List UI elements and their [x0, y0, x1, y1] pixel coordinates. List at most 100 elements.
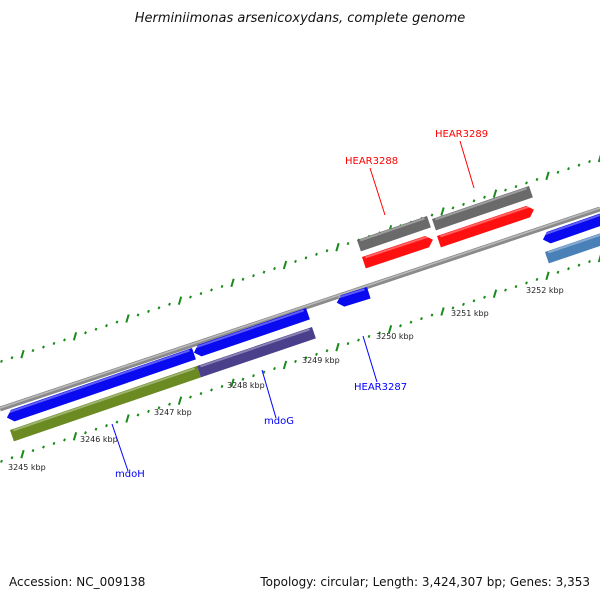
gene-mdoG-highlight [195, 309, 304, 349]
minor-tick [31, 449, 35, 453]
gene-label-HEAR3289[interactable]: HEAR3289 [435, 129, 488, 140]
minor-tick [84, 331, 87, 335]
genome-summary: Topology: circular; Length: 3,424,307 bp… [260, 575, 590, 589]
feature-HEAR3288-gray-highlight [359, 217, 425, 242]
cds-right-highlight [548, 233, 600, 254]
gene-label-mdoH[interactable]: mdoH [115, 469, 145, 480]
major-tick [230, 378, 235, 388]
minor-tick [252, 274, 255, 278]
major-tick [387, 325, 393, 334]
genome-backbone [0, 206, 600, 412]
major-tick [335, 242, 340, 252]
minor-tick [577, 263, 581, 267]
tick-label: 3250 kbp [376, 332, 414, 341]
minor-tick [94, 427, 98, 431]
gene-right-highlight [543, 214, 600, 236]
gene-label-mdoG[interactable]: mdoG [264, 416, 294, 427]
minor-tick [535, 277, 539, 281]
cds-mdoH-highlight [13, 367, 195, 432]
minor-tick [588, 259, 591, 264]
tick-label: 3246 kbp [80, 435, 118, 444]
minor-tick [535, 177, 539, 181]
cds-HEAR3288[interactable] [362, 235, 433, 269]
minor-tick [315, 252, 318, 256]
map-title: Herminiimonas arsenicoxydans, complete g… [134, 11, 466, 26]
cds-mdoG[interactable] [197, 327, 316, 378]
major-tick [20, 349, 25, 359]
minor-tick [189, 395, 192, 399]
cds-mdoG-highlight [200, 328, 310, 368]
cds-HEAR3289[interactable] [437, 205, 534, 248]
major-tick [20, 449, 25, 459]
minor-tick [367, 334, 371, 339]
major-tick [597, 154, 600, 163]
minor-tick [220, 384, 224, 388]
tick-label: 3249 kbp [302, 356, 340, 365]
gene-label-HEAR3288[interactable]: HEAR3288 [345, 156, 398, 167]
accession-label: Accession: NC_009138 [9, 575, 146, 589]
minor-tick [556, 270, 560, 274]
minor-tick [567, 267, 570, 271]
tick-label: 3247 kbp [154, 408, 192, 417]
minor-tick [588, 159, 591, 164]
leader-line [362, 335, 378, 383]
minor-tick [472, 199, 476, 203]
feature-HEAR3289-gray[interactable] [432, 186, 533, 231]
minor-tick [346, 342, 350, 346]
minor-tick [315, 352, 318, 356]
minor-tick [273, 266, 276, 271]
minor-tick [409, 320, 413, 324]
minor-tick [378, 331, 381, 335]
minor-tick [115, 320, 119, 324]
minor-tick [346, 242, 350, 246]
minor-tick [31, 349, 35, 353]
minor-tick [42, 445, 45, 449]
genome-backbone-highlight [0, 207, 600, 409]
feature-HEAR3288-gray[interactable] [357, 216, 431, 252]
gene-mdoH[interactable] [6, 348, 196, 422]
minor-tick [294, 259, 297, 264]
tick-label: 3251 kbp [451, 309, 489, 318]
tick-label: 3248 kbp [227, 381, 265, 390]
minor-tick [189, 295, 192, 299]
minor-tick [147, 409, 150, 413]
minor-tick [210, 388, 213, 392]
minor-tick [462, 302, 465, 306]
minor-tick [514, 284, 518, 289]
gene-mdoG[interactable] [193, 308, 310, 357]
minor-tick [136, 413, 140, 417]
minor-tick [273, 366, 276, 371]
minor-tick [105, 424, 108, 428]
minor-tick [325, 349, 329, 353]
minor-tick [504, 188, 507, 192]
cds-right[interactable] [545, 230, 600, 264]
minor-tick [262, 270, 266, 274]
minor-tick [399, 324, 402, 328]
minor-tick [504, 288, 507, 292]
tick-label: 3252 kbp [526, 286, 564, 295]
cds-mdoH[interactable] [10, 366, 201, 442]
minor-tick [199, 391, 203, 396]
gene-HEAR3287[interactable] [336, 287, 371, 307]
leader-line [369, 167, 386, 216]
minor-tick [451, 206, 455, 210]
minor-tick [556, 170, 560, 174]
gene-right[interactable] [542, 210, 600, 244]
minor-tick [168, 302, 171, 306]
minor-tick [252, 374, 255, 378]
minor-tick [94, 327, 98, 331]
minor-tick [105, 324, 108, 328]
minor-tick [462, 202, 465, 206]
minor-tick [304, 356, 308, 360]
minor-tick [430, 313, 434, 317]
gene-label-HEAR3287[interactable]: HEAR3287 [354, 382, 407, 393]
minor-tick [472, 299, 476, 303]
minor-tick [52, 441, 56, 446]
minor-tick [577, 163, 581, 167]
major-tick [545, 171, 550, 181]
minor-tick [241, 377, 245, 381]
minor-tick [451, 306, 455, 310]
minor-tick [514, 184, 518, 189]
major-tick [597, 254, 600, 263]
